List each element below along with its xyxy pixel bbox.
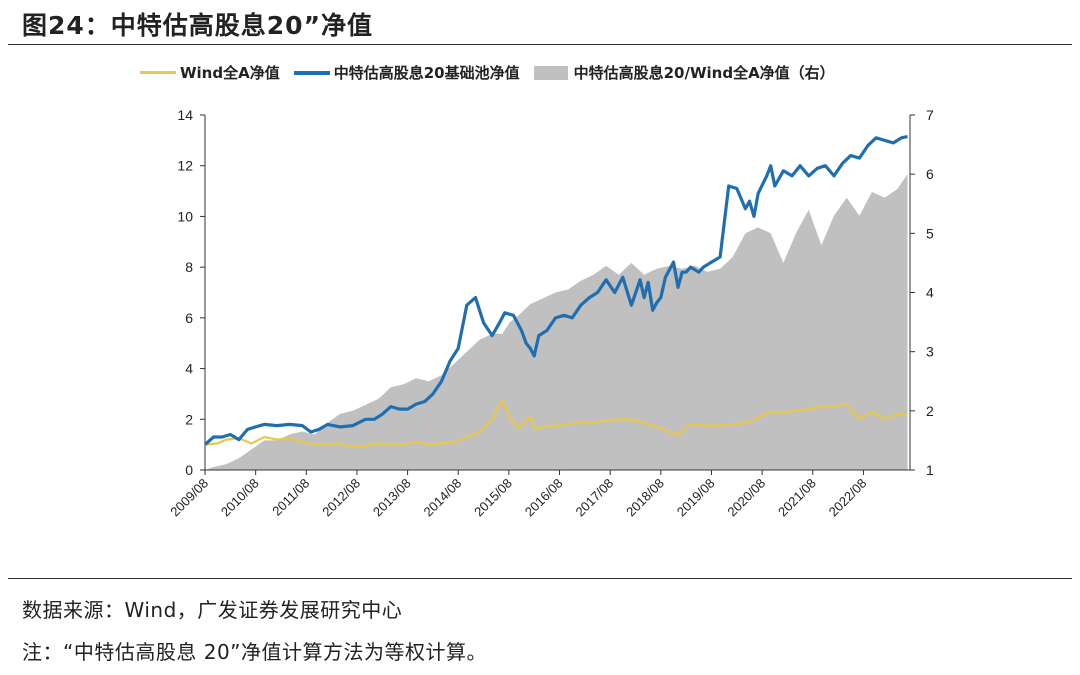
y-left-tick-label: 14 <box>177 107 193 123</box>
y-left-tick-label: 2 <box>185 411 193 427</box>
legend-swatch-pool <box>293 70 330 75</box>
legend-swatch-wind-all-a <box>140 71 176 74</box>
y-right-tick-label: 6 <box>926 166 934 182</box>
legend-item-pool: 中特估高股息20基础池净值 <box>293 62 520 83</box>
x-tick-label: 2021/08 <box>775 476 819 520</box>
y-right-tick-label: 4 <box>926 285 934 301</box>
legend-item-ratio: 中特估高股息20/Wind全A净值（右） <box>533 62 835 83</box>
y-left-tick-label: 0 <box>185 462 193 478</box>
y-right-tick-label: 3 <box>926 344 934 360</box>
title-rule <box>8 44 1072 45</box>
x-tick-label: 2018/08 <box>623 476 667 520</box>
y-right-tick-label: 2 <box>926 403 934 419</box>
x-tick-label: 2022/08 <box>826 476 870 520</box>
x-tick-label: 2013/08 <box>370 476 414 520</box>
y-left-tick-label: 6 <box>185 310 193 326</box>
y-right-tick-label: 1 <box>926 462 934 478</box>
x-tick-label: 2016/08 <box>522 476 566 520</box>
source-note: 数据来源：Wind，广发证券发展研究中心 <box>22 598 403 622</box>
series-line-wind-all-a <box>204 399 908 449</box>
x-tick-label: 2017/08 <box>572 476 616 520</box>
x-tick-label: 2020/08 <box>724 476 768 520</box>
figure-title: 图24：中特估高股息20”净值 <box>22 11 374 40</box>
legend-label-ratio: 中特估高股息20/Wind全A净值（右） <box>573 64 835 82</box>
x-tick-label: 2019/08 <box>674 476 718 520</box>
y-right-tick-label: 7 <box>926 107 934 123</box>
legend-label-pool: 中特估高股息20基础池净值 <box>333 64 520 82</box>
chart-legend: Wind全A净值 中特估高股息20基础池净值 中特估高股息20/Wind全A净值… <box>140 62 849 83</box>
y-right-tick-label: 5 <box>926 225 934 241</box>
x-tick-label: 2011/08 <box>269 476 312 519</box>
y-left-tick-label: 10 <box>177 208 193 224</box>
y-left-tick-label: 4 <box>185 361 193 377</box>
y-left-tick-label: 12 <box>177 158 193 174</box>
x-tick-label: 2009/08 <box>167 476 211 520</box>
x-tick-label: 2012/08 <box>319 476 363 520</box>
legend-item-wind-all-a: Wind全A净值 <box>140 62 280 83</box>
legend-swatch-ratio <box>533 65 568 80</box>
series-line-pool <box>203 135 908 446</box>
legend-label-wind-all-a: Wind全A净值 <box>180 64 280 82</box>
x-tick-label: 2014/08 <box>421 476 465 520</box>
series-area-ratio <box>205 174 908 470</box>
x-tick-label: 2010/08 <box>218 476 262 520</box>
method-note: 注：“中特估高股息 20”净值计算方法为等权计算。 <box>22 640 488 664</box>
y-left-tick-label: 8 <box>185 259 193 275</box>
x-tick-label: 2015/08 <box>471 476 515 520</box>
footer-rule <box>8 578 1072 579</box>
